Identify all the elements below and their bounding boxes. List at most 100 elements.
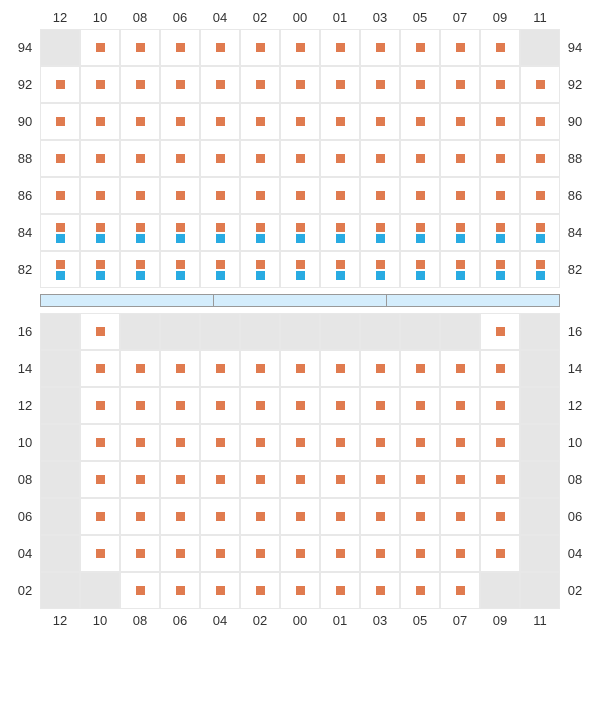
seat-cell[interactable] xyxy=(520,251,560,288)
seat-cell[interactable] xyxy=(80,387,120,424)
seat-cell[interactable] xyxy=(160,214,200,251)
seat-cell[interactable] xyxy=(80,29,120,66)
seat-cell[interactable] xyxy=(240,535,280,572)
seat-cell[interactable] xyxy=(440,498,480,535)
seat-cell[interactable] xyxy=(360,251,400,288)
seat-cell[interactable] xyxy=(400,424,440,461)
seat-cell[interactable] xyxy=(280,177,320,214)
seat-cell[interactable] xyxy=(120,214,160,251)
seat-cell[interactable] xyxy=(360,535,400,572)
seat-cell[interactable] xyxy=(120,140,160,177)
seat-cell[interactable] xyxy=(440,214,480,251)
seat-cell[interactable] xyxy=(440,66,480,103)
seat-cell[interactable] xyxy=(160,140,200,177)
seat-cell[interactable] xyxy=(440,103,480,140)
seat-cell[interactable] xyxy=(440,535,480,572)
seat-cell[interactable] xyxy=(120,572,160,609)
seat-cell[interactable] xyxy=(200,498,240,535)
seat-cell[interactable] xyxy=(280,387,320,424)
seat-cell[interactable] xyxy=(40,177,80,214)
seat-cell[interactable] xyxy=(360,572,400,609)
seat-cell[interactable] xyxy=(200,572,240,609)
seat-cell[interactable] xyxy=(480,140,520,177)
seat-cell[interactable] xyxy=(160,350,200,387)
seat-cell[interactable] xyxy=(200,140,240,177)
seat-cell[interactable] xyxy=(80,313,120,350)
seat-cell[interactable] xyxy=(480,498,520,535)
seat-cell[interactable] xyxy=(200,350,240,387)
seat-cell[interactable] xyxy=(440,572,480,609)
seat-cell[interactable] xyxy=(400,140,440,177)
seat-cell[interactable] xyxy=(520,103,560,140)
seat-cell[interactable] xyxy=(360,103,400,140)
seat-cell[interactable] xyxy=(240,140,280,177)
seat-cell[interactable] xyxy=(480,66,520,103)
seat-cell[interactable] xyxy=(40,140,80,177)
seat-cell[interactable] xyxy=(40,103,80,140)
seat-cell[interactable] xyxy=(160,498,200,535)
seat-cell[interactable] xyxy=(400,66,440,103)
seat-cell[interactable] xyxy=(120,535,160,572)
seat-cell[interactable] xyxy=(200,214,240,251)
seat-cell[interactable] xyxy=(320,461,360,498)
seat-cell[interactable] xyxy=(120,66,160,103)
seat-cell[interactable] xyxy=(400,535,440,572)
seat-cell[interactable] xyxy=(240,461,280,498)
seat-cell[interactable] xyxy=(120,498,160,535)
seat-cell[interactable] xyxy=(320,251,360,288)
seat-cell[interactable] xyxy=(40,214,80,251)
seat-cell[interactable] xyxy=(120,251,160,288)
seat-cell[interactable] xyxy=(160,177,200,214)
seat-cell[interactable] xyxy=(400,29,440,66)
seat-cell[interactable] xyxy=(360,424,400,461)
seat-cell[interactable] xyxy=(200,424,240,461)
seat-cell[interactable] xyxy=(240,424,280,461)
seat-cell[interactable] xyxy=(480,251,520,288)
seat-cell[interactable] xyxy=(200,29,240,66)
seat-cell[interactable] xyxy=(120,387,160,424)
seat-cell[interactable] xyxy=(520,140,560,177)
seat-cell[interactable] xyxy=(320,140,360,177)
seat-cell[interactable] xyxy=(480,313,520,350)
seat-cell[interactable] xyxy=(440,461,480,498)
seat-cell[interactable] xyxy=(320,572,360,609)
seat-cell[interactable] xyxy=(520,177,560,214)
seat-cell[interactable] xyxy=(240,350,280,387)
seat-cell[interactable] xyxy=(480,535,520,572)
seat-cell[interactable] xyxy=(280,66,320,103)
seat-cell[interactable] xyxy=(120,424,160,461)
seat-cell[interactable] xyxy=(400,103,440,140)
seat-cell[interactable] xyxy=(360,214,400,251)
seat-cell[interactable] xyxy=(360,498,400,535)
seat-cell[interactable] xyxy=(360,29,400,66)
seat-cell[interactable] xyxy=(400,498,440,535)
seat-cell[interactable] xyxy=(400,350,440,387)
seat-cell[interactable] xyxy=(480,103,520,140)
seat-cell[interactable] xyxy=(80,140,120,177)
seat-cell[interactable] xyxy=(440,424,480,461)
seat-cell[interactable] xyxy=(280,251,320,288)
seat-cell[interactable] xyxy=(280,350,320,387)
seat-cell[interactable] xyxy=(360,66,400,103)
seat-cell[interactable] xyxy=(320,535,360,572)
seat-cell[interactable] xyxy=(40,66,80,103)
seat-cell[interactable] xyxy=(80,498,120,535)
seat-cell[interactable] xyxy=(400,387,440,424)
seat-cell[interactable] xyxy=(160,29,200,66)
seat-cell[interactable] xyxy=(440,140,480,177)
seat-cell[interactable] xyxy=(320,66,360,103)
seat-cell[interactable] xyxy=(80,103,120,140)
seat-cell[interactable] xyxy=(280,535,320,572)
seat-cell[interactable] xyxy=(440,387,480,424)
seat-cell[interactable] xyxy=(80,350,120,387)
seat-cell[interactable] xyxy=(80,177,120,214)
seat-cell[interactable] xyxy=(280,140,320,177)
seat-cell[interactable] xyxy=(440,251,480,288)
seat-cell[interactable] xyxy=(440,350,480,387)
seat-cell[interactable] xyxy=(360,387,400,424)
seat-cell[interactable] xyxy=(120,29,160,66)
seat-cell[interactable] xyxy=(280,498,320,535)
seat-cell[interactable] xyxy=(200,251,240,288)
seat-cell[interactable] xyxy=(200,66,240,103)
seat-cell[interactable] xyxy=(200,461,240,498)
